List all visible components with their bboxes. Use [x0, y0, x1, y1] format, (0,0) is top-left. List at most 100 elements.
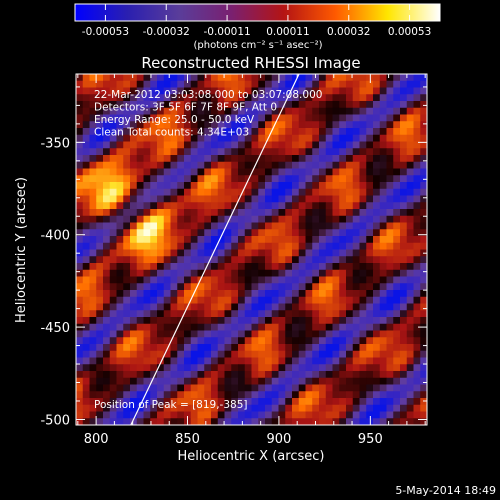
- heatmap-cell: [379, 418, 387, 425]
- heatmap-cell: [346, 121, 354, 129]
- heatmap-cell: [325, 87, 333, 95]
- heatmap-cell: [393, 290, 401, 298]
- heatmap-cell: [271, 148, 279, 156]
- heatmap-cell: [224, 209, 232, 217]
- heatmap-cell: [136, 411, 144, 419]
- heatmap-cell: [251, 209, 259, 217]
- heatmap-cell: [231, 391, 239, 399]
- heatmap-cell: [231, 202, 239, 210]
- heatmap-cell: [89, 303, 97, 311]
- heatmap-cell: [89, 134, 97, 142]
- heatmap-cell: [143, 263, 151, 271]
- heatmap-cell: [123, 74, 131, 82]
- heatmap-cell: [177, 290, 185, 298]
- heatmap-cell: [116, 290, 124, 298]
- heatmap-cell: [305, 337, 313, 345]
- heatmap-cell: [217, 371, 225, 379]
- heatmap-cell: [332, 134, 340, 142]
- heatmap-cell: [231, 209, 239, 217]
- heatmap-cell: [373, 310, 381, 318]
- heatmap-cell: [103, 411, 111, 419]
- heatmap-cell: [184, 148, 192, 156]
- heatmap-cell: [136, 101, 144, 109]
- heatmap-cell: [271, 344, 279, 352]
- heatmap-cell: [278, 148, 286, 156]
- heatmap-cell: [204, 87, 212, 95]
- heatmap-cell: [116, 323, 124, 331]
- heatmap-cell: [265, 317, 273, 325]
- heatmap-cell: [177, 155, 185, 163]
- heatmap-cell: [157, 398, 165, 406]
- heatmap-cell: [278, 269, 286, 277]
- heatmap-cell: [109, 256, 117, 264]
- heatmap-cell: [103, 161, 111, 169]
- heatmap-cell: [413, 80, 421, 88]
- heatmap-cell: [143, 202, 151, 210]
- heatmap-cell: [271, 337, 279, 345]
- heatmap-cell: [346, 263, 354, 271]
- heatmap-cell: [373, 74, 381, 82]
- heatmap-cell: [170, 371, 178, 379]
- heatmap-cell: [109, 377, 117, 385]
- heatmap-cell: [359, 242, 367, 250]
- heatmap-cell: [332, 344, 340, 352]
- heatmap-cell: [170, 215, 178, 223]
- heatmap-cell: [238, 202, 246, 210]
- heatmap-cell: [244, 391, 252, 399]
- heatmap-cell: [319, 364, 327, 372]
- heatmap-cell: [231, 195, 239, 203]
- heatmap-cell: [204, 276, 212, 284]
- heatmap-cell: [217, 202, 225, 210]
- heatmap-cell: [251, 229, 259, 237]
- heatmap-cell: [305, 404, 313, 412]
- heatmap-cell: [231, 377, 239, 385]
- heatmap-cell: [332, 323, 340, 331]
- heatmap-cell: [278, 195, 286, 203]
- heatmap-cell: [157, 121, 165, 129]
- heatmap-cell: [170, 80, 178, 88]
- heatmap-cell: [413, 391, 421, 399]
- heatmap-cell: [109, 168, 117, 176]
- heatmap-cell: [420, 411, 427, 419]
- heatmap-cell: [82, 404, 90, 412]
- heatmap-cell: [76, 276, 84, 284]
- heatmap-cell: [130, 229, 138, 237]
- heatmap-cell: [265, 148, 273, 156]
- heatmap-cell: [123, 371, 131, 379]
- heatmap-cell: [217, 296, 225, 304]
- heatmap-cell: [109, 155, 117, 163]
- heatmap-cell: [292, 141, 300, 149]
- heatmap-cell: [76, 134, 84, 142]
- heatmap-cell: [82, 195, 90, 203]
- heatmap-cell: [265, 161, 273, 169]
- heatmap-cell: [298, 317, 306, 325]
- heatmap-cell: [265, 236, 273, 244]
- heatmap-cell: [265, 283, 273, 291]
- heatmap-cell: [258, 161, 266, 169]
- heatmap-cell: [285, 350, 293, 358]
- heatmap-cell: [379, 364, 387, 372]
- heatmap-cell: [130, 188, 138, 196]
- heatmap-cell: [177, 229, 185, 237]
- heatmap-cell: [136, 134, 144, 142]
- heatmap-cell: [298, 114, 306, 122]
- heatmap-cell: [184, 107, 192, 115]
- heatmap-cell: [366, 357, 374, 365]
- heatmap-cell: [366, 411, 374, 419]
- heatmap-cell: [217, 283, 225, 291]
- heatmap-cell: [406, 209, 414, 217]
- heatmap-cell: [332, 242, 340, 250]
- heatmap-cell: [413, 202, 421, 210]
- heatmap-cell: [325, 337, 333, 345]
- heatmap-cell: [116, 121, 124, 129]
- heatmap-cell: [373, 209, 381, 217]
- heatmap-cell: [224, 182, 232, 190]
- heatmap-cell: [332, 256, 340, 264]
- heatmap-cell: [278, 323, 286, 331]
- heatmap-cell: [143, 384, 151, 392]
- heatmap-cell: [278, 101, 286, 109]
- heatmap-cell: [82, 161, 90, 169]
- heatmap-cell: [366, 371, 374, 379]
- heatmap-cell: [177, 87, 185, 95]
- heatmap-cell: [258, 87, 266, 95]
